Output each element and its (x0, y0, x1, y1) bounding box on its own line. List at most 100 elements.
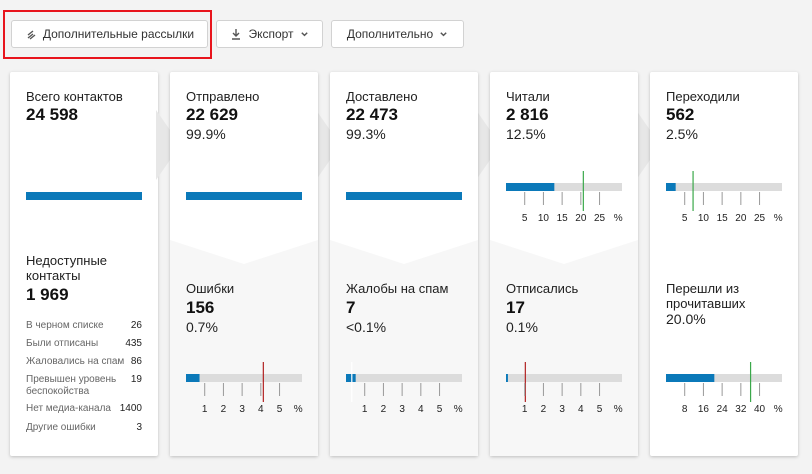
breakdown-value: 435 (125, 338, 142, 349)
card-delivered: Доставлено 22 473 99.3% Жалобы на спам 7… (330, 72, 478, 456)
gauge-track (506, 183, 622, 191)
gauge-tick-label: 20 (575, 213, 587, 224)
breakdown-value: 26 (130, 320, 142, 331)
clicked-label: Переходили (666, 89, 740, 104)
breakdown-label: Превышен уровень беспокойства (26, 374, 117, 397)
gauge-tick-label: 4 (578, 404, 584, 415)
delivered-label: Доставлено (346, 89, 418, 104)
breakdown-label: Нет медиа-канала (26, 403, 111, 414)
flow-connector (156, 110, 170, 180)
download-icon (232, 29, 241, 40)
gauge-tick-label: 2 (541, 404, 547, 415)
gauge-track (666, 183, 782, 191)
card-total-contacts: Всего контактов 24 598 Недоступные конта… (10, 72, 158, 456)
lower-section-bg (330, 280, 478, 456)
breakdown-label: Другие ошибки (26, 422, 96, 433)
chevron-down-icon (300, 31, 308, 36)
gauge-track (506, 374, 622, 382)
lower-section-bg (170, 280, 318, 456)
gauge-tick-label: 1 (522, 404, 528, 415)
unreachable-value: 1 969 (26, 285, 69, 304)
gauge-tick-label: 10 (538, 213, 550, 224)
chevron-down-icon (440, 31, 447, 36)
gauge-fill (186, 374, 200, 382)
gauge-tick-label: 10 (698, 213, 710, 224)
sent-bar (186, 192, 302, 200)
gauge-track (346, 374, 462, 382)
highlight-frame (3, 10, 212, 59)
gauge-tick-label: 1 (362, 404, 368, 415)
gauge-fill (506, 374, 508, 382)
gauge-tick-label: % (774, 213, 783, 224)
sent-label: Отправлено (186, 89, 260, 104)
more-button[interactable]: Дополнительно (331, 20, 464, 48)
read-value: 2 816 (506, 105, 549, 124)
flow-connector (316, 110, 330, 180)
delivered-bar (346, 192, 462, 200)
gauge-tick-label: 15 (717, 213, 729, 224)
unsubscribed-label: Отписались (506, 281, 579, 296)
gauge-track (186, 374, 302, 382)
gauge-tick-label: 16 (698, 404, 710, 415)
unreachable-label: Недоступные контакты (26, 253, 108, 283)
clicked-of-readers-gauge: 8 16 24 32 40% (666, 362, 783, 415)
breakdown-value: 19 (130, 374, 142, 385)
errors-percent: 0.7% (186, 319, 218, 335)
section-divider (330, 240, 478, 280)
gauge-fill (346, 374, 356, 382)
gauge-tick-label: 5 (597, 404, 603, 415)
gauge-fill (666, 183, 676, 191)
clicked-value: 562 (666, 105, 695, 124)
clicked-gauge: 5 10 15 20 25% (666, 171, 783, 224)
export-button[interactable]: Экспорт (216, 20, 323, 48)
errors-value: 156 (186, 298, 215, 317)
gauge-tick-label: 5 (437, 404, 443, 415)
gauge-tick-label: 25 (594, 213, 606, 224)
clicked-of-readers-label: Перешли из прочитавших (666, 281, 746, 311)
clicked-of-readers-percent: 20.0% (666, 311, 706, 327)
gauge-tick-label: 5 (682, 213, 688, 224)
read-percent: 12.5% (506, 126, 546, 142)
gauge-tick-label: 4 (418, 404, 424, 415)
gauge-tick-label: 4 (258, 404, 264, 415)
unsubscribed-percent: 0.1% (506, 319, 538, 335)
spam-percent: <0.1% (346, 319, 387, 335)
gauge-track (666, 374, 782, 382)
errors-label: Ошибки (186, 281, 235, 296)
total-bar (26, 192, 142, 200)
section-divider (490, 240, 638, 280)
gauge-fill (506, 183, 555, 191)
gauge-tick-label: 24 (717, 404, 729, 415)
flow-connector (636, 110, 650, 180)
gauge-tick-label: 3 (239, 404, 245, 415)
errors-gauge: 1 2 3 4 5% (186, 362, 303, 415)
breakdown-value: 3 (136, 422, 142, 433)
read-gauge: 5 10 15 20 25% (506, 171, 623, 224)
extra-mailings-button[interactable]: Дополнительные рассылки (11, 20, 208, 48)
card-read: Читали 2 816 12.5% 5 10 15 20 25% Отписались… (490, 72, 638, 456)
gauge-tick-label: 40 (754, 404, 766, 415)
gauge-tick-label: 3 (399, 404, 405, 415)
gauge-tick-label: % (294, 404, 303, 415)
clicked-percent: 2.5% (666, 126, 698, 142)
delivered-percent: 99.3% (346, 126, 386, 142)
gauge-tick-label: 5 (522, 213, 528, 224)
breakdown-label: Были отписаны (26, 338, 99, 349)
gauge-tick-label: 32 (735, 404, 747, 415)
gauge-tick-label: 1 (202, 404, 208, 415)
spam-gauge: 1 2 3 4 5% (346, 362, 463, 415)
delivered-value: 22 473 (346, 105, 398, 124)
gauge-tick-label: % (614, 404, 623, 415)
total-value: 24 598 (26, 105, 78, 124)
breakdown-value: 1400 (119, 403, 142, 414)
gauge-tick-label: % (454, 404, 463, 415)
card-sent: Отправлено 22 629 99.9% Ошибки 156 0.7% … (170, 72, 318, 456)
gauge-tick-label: 15 (557, 213, 569, 224)
sent-value: 22 629 (186, 105, 238, 124)
gauge-tick-label: % (614, 213, 623, 224)
breakdown-value: 86 (130, 356, 142, 367)
unsubscribed-gauge: 1 2 3 4 5% (506, 362, 623, 415)
spam-label: Жалобы на спам (346, 281, 449, 296)
sent-percent: 99.9% (186, 126, 226, 142)
gauge-tick-label: 20 (735, 213, 747, 224)
